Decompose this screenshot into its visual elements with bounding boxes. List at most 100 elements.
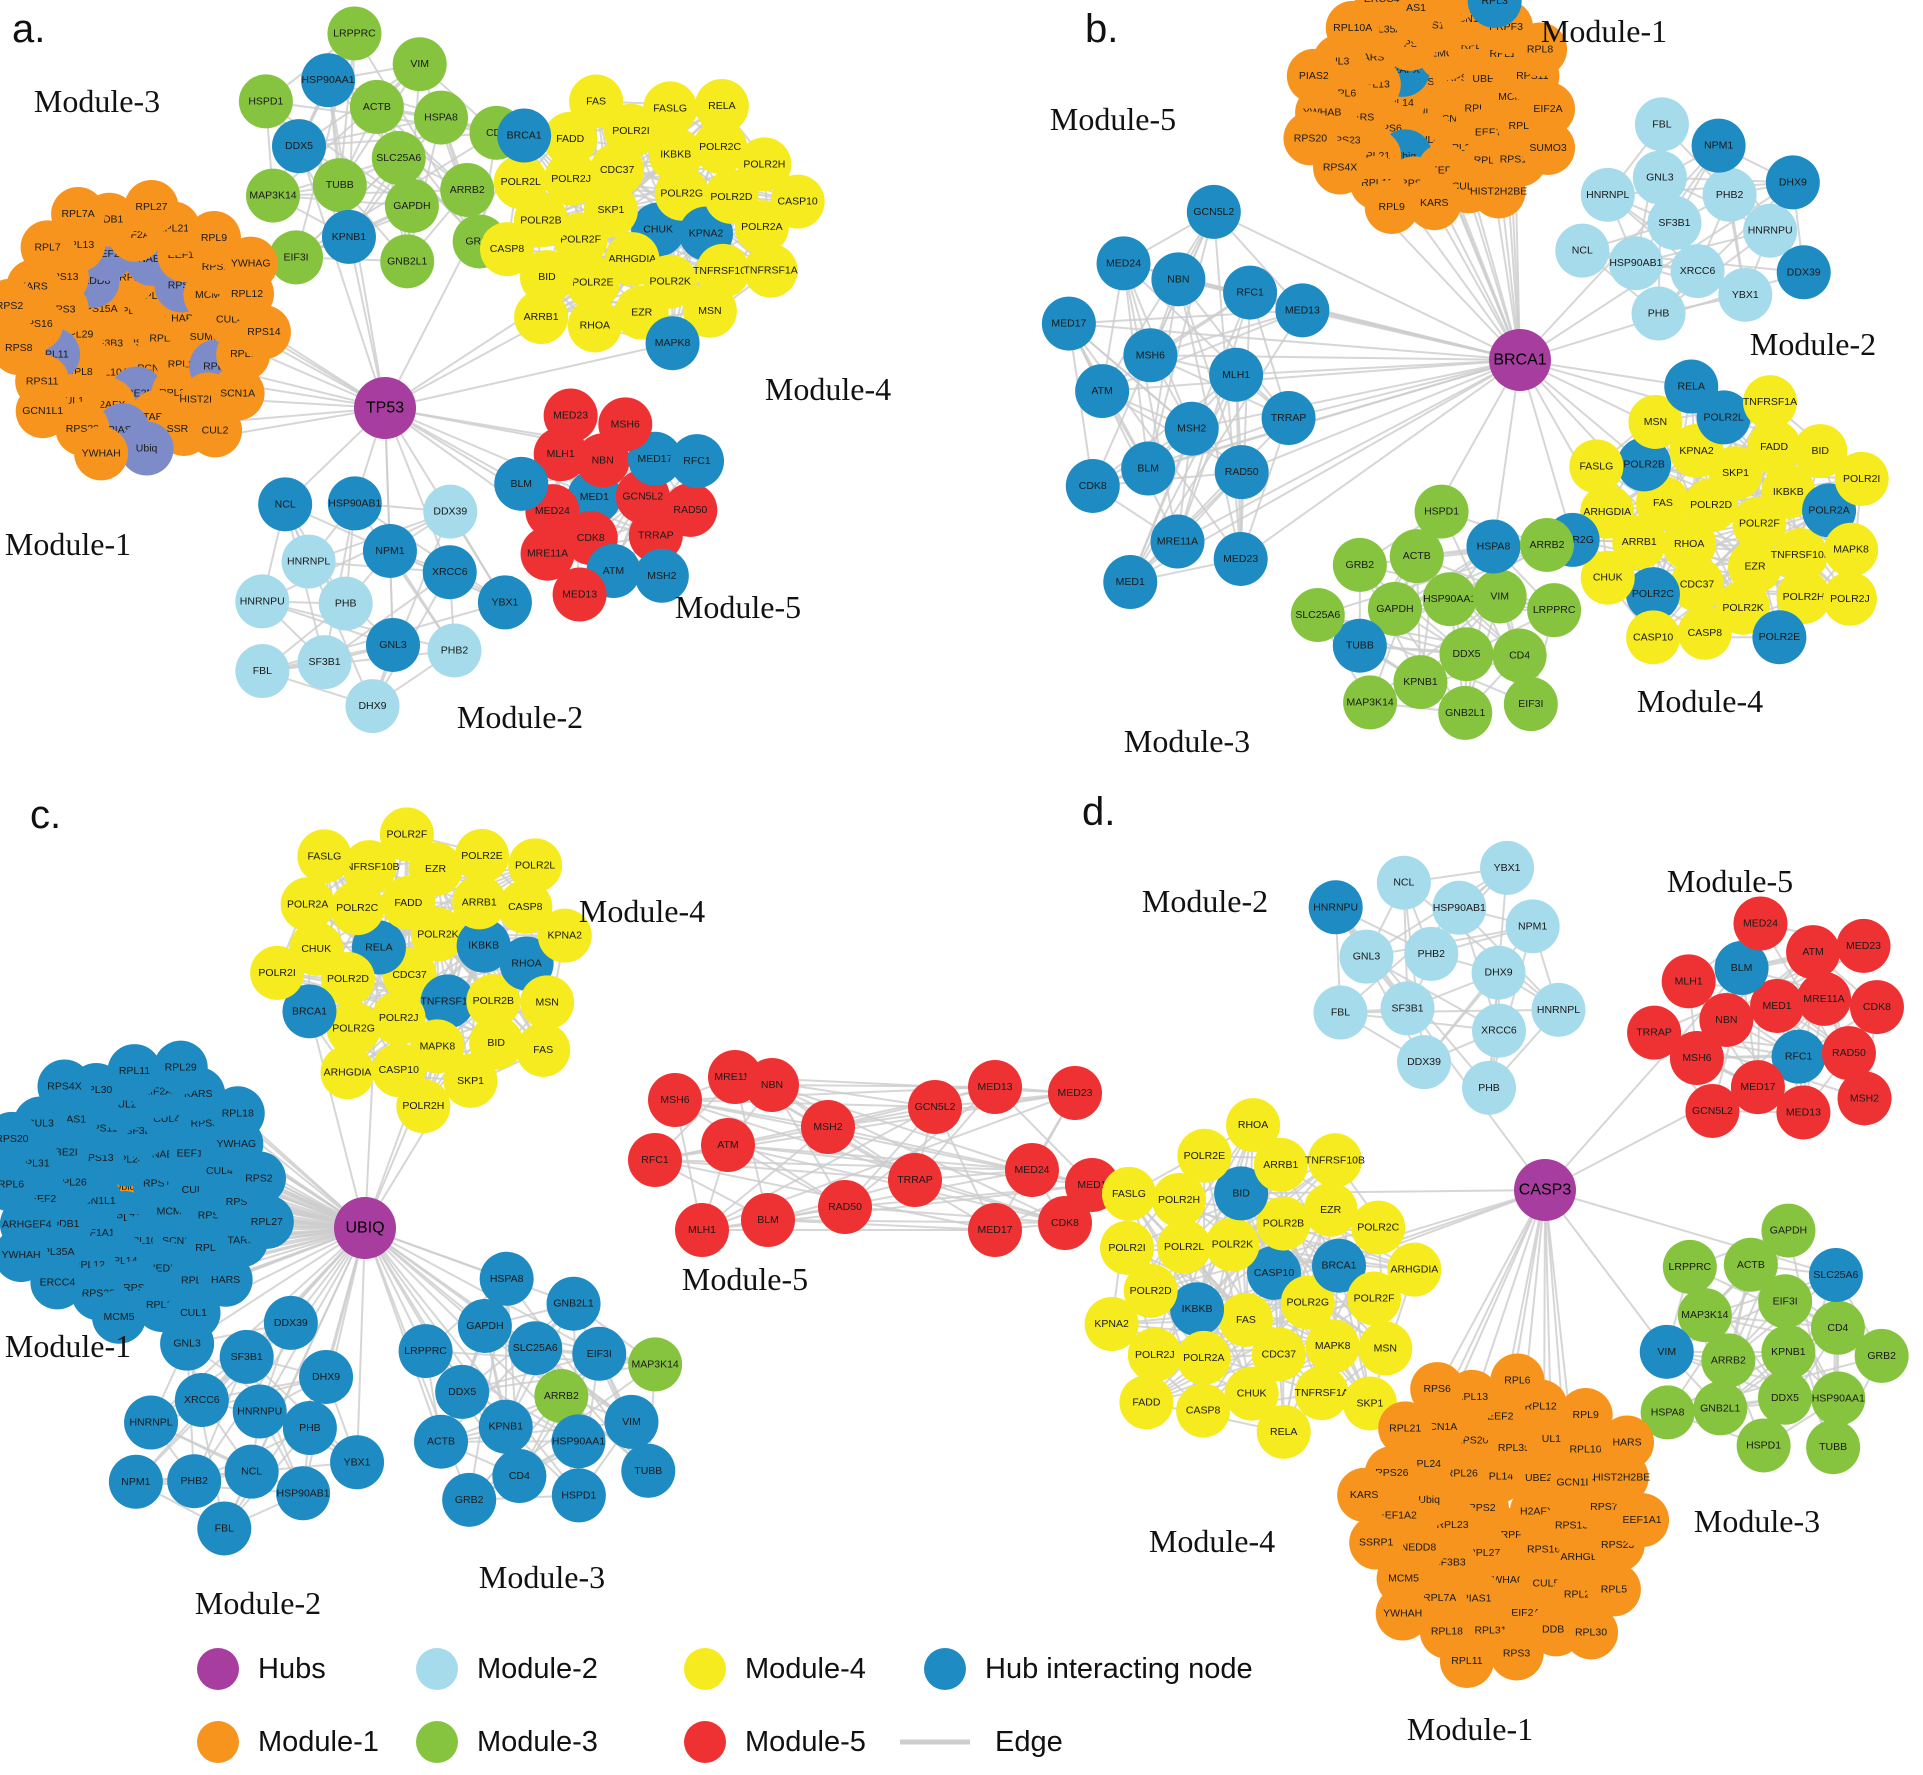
node-HSPD1[interactable] <box>238 74 293 129</box>
node-VIM[interactable] <box>1472 569 1527 624</box>
node-RPL18[interactable] <box>210 1086 265 1141</box>
node-CASP8[interactable] <box>498 879 553 934</box>
node-MED23[interactable] <box>543 388 598 443</box>
node-BRCA1[interactable] <box>1311 1238 1366 1293</box>
node-HSPA8[interactable] <box>1640 1385 1695 1440</box>
node-HSPA8[interactable] <box>479 1251 534 1306</box>
node-KPNA2[interactable] <box>537 908 592 963</box>
node-RELA[interactable] <box>1664 359 1719 414</box>
node-RPL7A[interactable] <box>51 187 106 242</box>
node-BRCA1[interactable] <box>497 108 552 163</box>
node-RFC1[interactable] <box>670 434 725 489</box>
node-RPS2[interactable] <box>0 278 37 333</box>
node-BID[interactable] <box>520 250 575 305</box>
node-RPS2[interactable] <box>231 1151 286 1206</box>
node-POLR2L[interactable] <box>1157 1219 1212 1274</box>
node-RPL11[interactable] <box>107 1044 162 1099</box>
node-POLR2J[interactable] <box>544 151 599 206</box>
node-MAPK8[interactable] <box>410 1019 465 1074</box>
node-CDK8[interactable] <box>1065 458 1120 513</box>
node-CASP8[interactable] <box>1677 605 1732 660</box>
node-KPNB1[interactable] <box>1761 1325 1816 1380</box>
node-MED1[interactable] <box>1103 555 1158 610</box>
node-POLR2B[interactable] <box>466 974 521 1029</box>
node-SUMO3[interactable] <box>1521 120 1576 175</box>
node-ARRB2[interactable] <box>440 162 495 217</box>
node-ACTB[interactable] <box>414 1414 469 1469</box>
node-MED17[interactable] <box>1041 296 1096 351</box>
node-TNFRSF10B[interactable] <box>1773 528 1828 583</box>
node-FBL[interactable] <box>1634 97 1689 152</box>
node-POLR2C[interactable] <box>693 120 748 175</box>
node-POLR2H[interactable] <box>396 1079 451 1134</box>
node-NPM1[interactable] <box>1691 118 1746 173</box>
node-YWHAH[interactable] <box>1375 1586 1430 1641</box>
node-POLR2D[interactable] <box>1123 1263 1178 1318</box>
node-MED13[interactable] <box>1275 283 1330 338</box>
node-MED13[interactable] <box>1776 1085 1831 1140</box>
node-MED24[interactable] <box>1005 1143 1059 1197</box>
node-HNRNPL[interactable] <box>281 534 336 589</box>
node-MLH1[interactable] <box>675 1203 729 1257</box>
node-POLR2F[interactable] <box>379 807 434 862</box>
node-MSH6[interactable] <box>1669 1031 1724 1086</box>
node-RPS4X[interactable] <box>37 1059 92 1114</box>
node-POLR2L[interactable] <box>493 155 548 210</box>
node-VIM[interactable] <box>1639 1324 1694 1379</box>
node-ARRB1[interactable] <box>1253 1137 1308 1192</box>
node-GNL3[interactable] <box>1632 150 1687 205</box>
node-EZR[interactable] <box>1303 1182 1358 1237</box>
node-EIF3I[interactable] <box>269 230 324 285</box>
node-HNRNPU[interactable] <box>235 574 290 629</box>
node-ARRB2[interactable] <box>534 1369 589 1424</box>
node-ACTB[interactable] <box>349 79 404 134</box>
node-HNRNPL[interactable] <box>124 1395 179 1450</box>
node-NCL[interactable] <box>1376 855 1431 910</box>
node-FBL[interactable] <box>1313 985 1368 1040</box>
node-CUL2[interactable] <box>188 403 243 458</box>
node-MAPK8[interactable] <box>645 316 700 371</box>
node-GAPDH[interactable] <box>1761 1203 1816 1258</box>
node-POLR2J[interactable] <box>1127 1327 1182 1382</box>
node-CHUK[interactable] <box>1224 1366 1279 1421</box>
node-DDX5[interactable] <box>1439 627 1494 682</box>
node-ARHGDIA[interactable] <box>1387 1242 1442 1297</box>
node-SF3B1[interactable] <box>219 1329 274 1384</box>
node-IKBKB[interactable] <box>1761 464 1816 519</box>
node-PIAS2[interactable] <box>1286 48 1341 103</box>
node-POLR2J[interactable] <box>1822 571 1877 626</box>
node-RPL29[interactable] <box>153 1040 208 1095</box>
node-RAD50[interactable] <box>663 482 718 537</box>
node-FBL[interactable] <box>235 644 290 699</box>
node-GRB2[interactable] <box>1332 537 1387 592</box>
node-MLH1[interactable] <box>1209 347 1264 402</box>
node-PHB[interactable] <box>282 1400 337 1455</box>
node-BLM[interactable] <box>494 456 549 511</box>
node-PHB[interactable] <box>1462 1060 1517 1115</box>
node-CASP10[interactable] <box>770 174 825 229</box>
hub-node-BRCA1[interactable] <box>1489 329 1551 391</box>
node-IKBKB[interactable] <box>1170 1282 1225 1337</box>
node-IKBKB[interactable] <box>648 127 703 182</box>
node-FASLG[interactable] <box>643 81 698 136</box>
node-MSH6[interactable] <box>1123 328 1178 383</box>
node-PHB2[interactable] <box>1702 167 1757 222</box>
node-POLR2I[interactable] <box>1100 1220 1155 1275</box>
node-RPS6[interactable] <box>1410 1362 1465 1417</box>
node-HSP90AA1[interactable] <box>551 1414 606 1469</box>
node-NPM1[interactable] <box>362 523 417 578</box>
node-RHOA[interactable] <box>1226 1098 1281 1153</box>
node-GCN5L2[interactable] <box>1186 184 1241 239</box>
node-BLM[interactable] <box>741 1193 795 1247</box>
node-RFC1[interactable] <box>1223 265 1278 320</box>
node-TUBB[interactable] <box>1806 1420 1861 1475</box>
node-FAS[interactable] <box>1218 1292 1273 1347</box>
node-DHX9[interactable] <box>345 679 400 734</box>
node-NPM1[interactable] <box>108 1454 163 1509</box>
node-MED23[interactable] <box>1048 1066 1102 1120</box>
node-HSP90AA1[interactable] <box>1811 1371 1866 1426</box>
node-YBX1[interactable] <box>1718 267 1773 322</box>
node-LRPPRC[interactable] <box>1527 583 1582 638</box>
node-RPS8[interactable] <box>0 321 46 376</box>
node-XRCC6[interactable] <box>1670 244 1725 299</box>
